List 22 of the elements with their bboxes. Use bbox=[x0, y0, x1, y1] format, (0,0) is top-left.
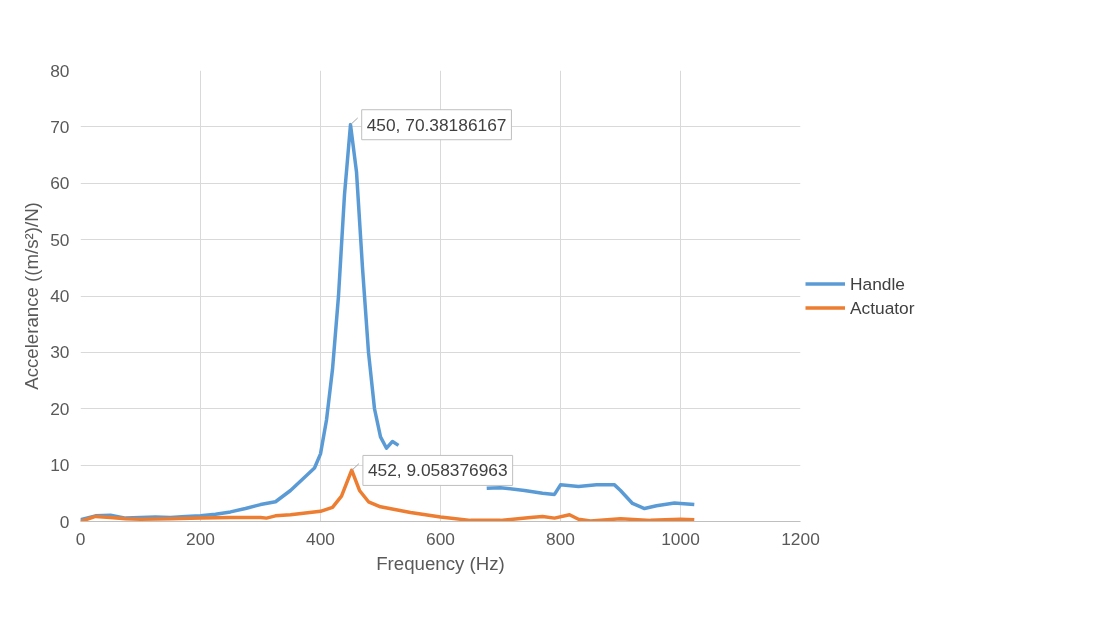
x-tick-label: 400 bbox=[306, 528, 335, 549]
annotation: 452, 9.058376963 bbox=[367, 460, 508, 481]
x-axis-title: Frequency (Hz) bbox=[376, 552, 505, 574]
y-tick-label: 80 bbox=[50, 60, 70, 81]
legend-label: Handle bbox=[850, 273, 905, 294]
y-tick-label: 50 bbox=[50, 229, 70, 250]
x-tick-label: 1200 bbox=[781, 528, 820, 549]
y-tick-label: 30 bbox=[50, 342, 70, 363]
y-tick-label: 40 bbox=[50, 286, 70, 306]
y-axis-title: Accelerance ((m/s²)/N) bbox=[21, 202, 43, 390]
x-tick-label: 800 bbox=[546, 528, 575, 549]
y-tick-label: 70 bbox=[50, 116, 70, 137]
x-tick-label: 200 bbox=[186, 528, 215, 549]
x-tick-label: 0 bbox=[75, 528, 86, 549]
y-tick-label: 10 bbox=[50, 455, 70, 476]
x-tick-label: 600 bbox=[426, 528, 455, 549]
y-tick-label: 60 bbox=[50, 173, 70, 194]
y-tick-label: 0 bbox=[59, 511, 70, 532]
y-tick-label: 20 bbox=[50, 398, 70, 419]
annotation: 450, 70.38186167 bbox=[366, 114, 507, 135]
x-tick-label: 1000 bbox=[661, 528, 700, 549]
legend-label: Actuator bbox=[850, 297, 915, 318]
